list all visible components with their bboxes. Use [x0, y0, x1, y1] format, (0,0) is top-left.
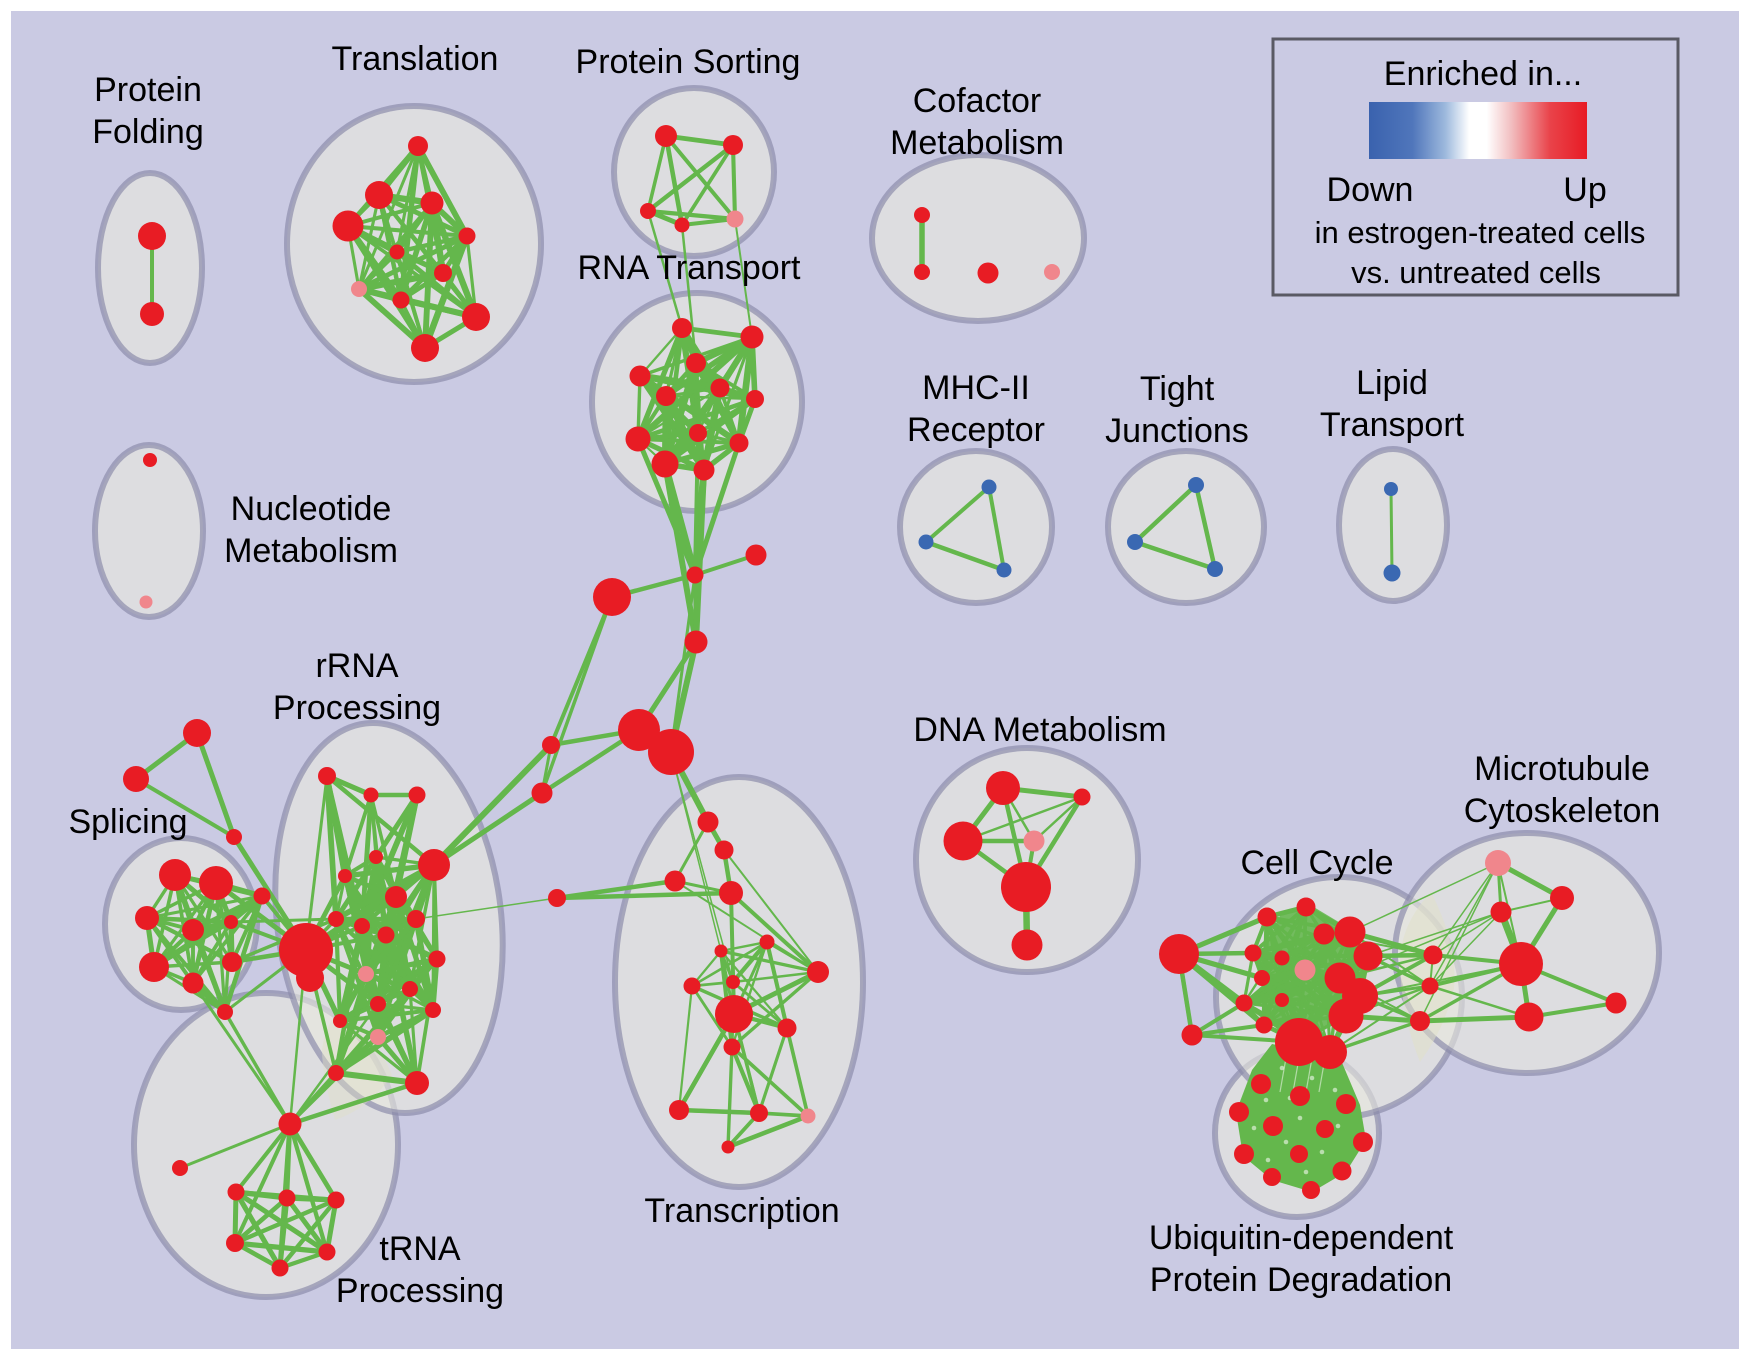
svg-text:DNA Metabolism: DNA Metabolism — [913, 711, 1166, 749]
svg-text:Metabolism: Metabolism — [224, 532, 398, 570]
svg-text:in estrogen-treated cells: in estrogen-treated cells — [1315, 215, 1646, 250]
svg-text:Translation: Translation — [332, 40, 499, 78]
svg-text:Splicing: Splicing — [68, 803, 187, 841]
svg-text:Cofactor: Cofactor — [913, 82, 1042, 120]
svg-text:Up: Up — [1563, 171, 1606, 209]
svg-text:Lipid: Lipid — [1356, 364, 1428, 402]
svg-text:Processing: Processing — [273, 689, 441, 727]
svg-text:Down: Down — [1327, 171, 1414, 209]
svg-text:Transcription: Transcription — [644, 1192, 839, 1230]
svg-text:Enriched in...: Enriched in... — [1384, 55, 1582, 93]
svg-text:RNA Transport: RNA Transport — [578, 249, 802, 287]
svg-text:Processing: Processing — [336, 1272, 504, 1310]
svg-text:Receptor: Receptor — [907, 411, 1045, 449]
svg-text:Cytoskeleton: Cytoskeleton — [1464, 792, 1661, 830]
svg-text:MHC-II: MHC-II — [922, 369, 1030, 407]
svg-text:Protein: Protein — [94, 71, 202, 109]
svg-text:Tight: Tight — [1140, 370, 1215, 408]
svg-text:Junctions: Junctions — [1105, 412, 1249, 450]
svg-text:tRNA: tRNA — [379, 1230, 461, 1268]
svg-text:Protein Sorting: Protein Sorting — [576, 43, 801, 81]
svg-text:vs. untreated cells: vs. untreated cells — [1351, 255, 1601, 290]
svg-text:Transport: Transport — [1320, 406, 1465, 444]
svg-text:Nucleotide: Nucleotide — [231, 490, 392, 528]
svg-text:Metabolism: Metabolism — [890, 124, 1064, 162]
svg-text:rRNA: rRNA — [315, 647, 398, 685]
svg-text:Ubiquitin-dependent: Ubiquitin-dependent — [1149, 1219, 1454, 1257]
svg-text:Cell Cycle: Cell Cycle — [1240, 844, 1393, 882]
svg-text:Microtubule: Microtubule — [1474, 750, 1650, 788]
svg-text:Folding: Folding — [92, 113, 204, 151]
svg-text:Protein Degradation: Protein Degradation — [1150, 1261, 1452, 1299]
